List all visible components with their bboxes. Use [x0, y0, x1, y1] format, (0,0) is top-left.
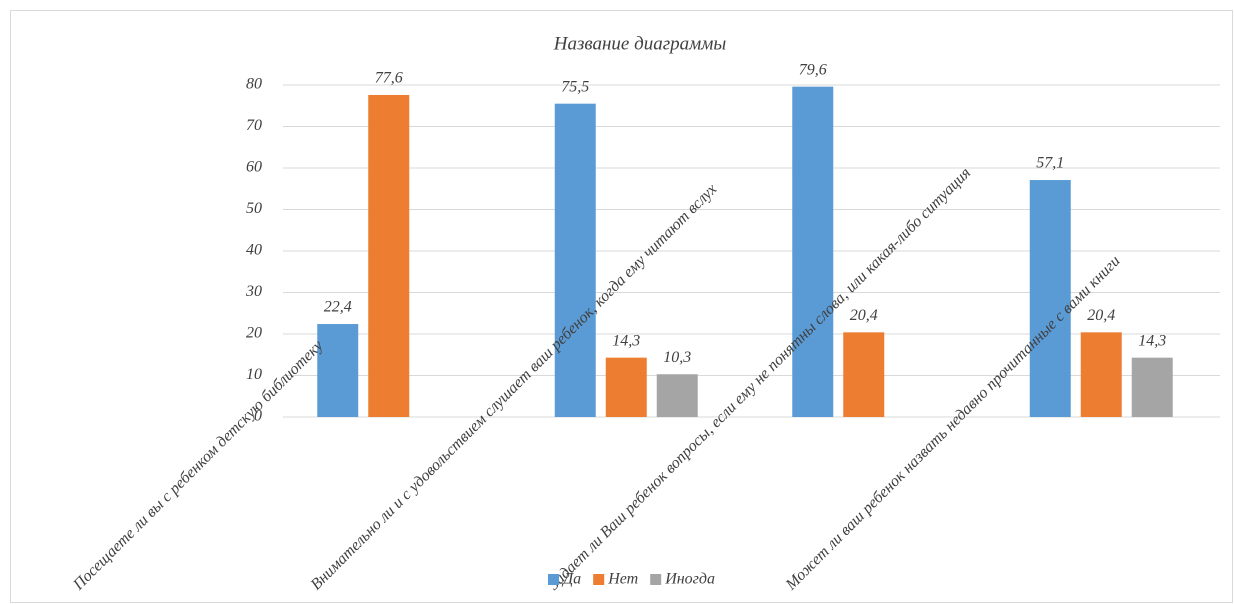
y-tick-label: 60: [246, 159, 262, 176]
data-label: 14,3: [612, 332, 640, 349]
chart-border: [10, 10, 1233, 603]
data-label: 10,3: [663, 349, 691, 366]
bar: [1131, 357, 1173, 417]
y-tick-label: 40: [246, 242, 262, 259]
y-tick-label: 20: [246, 325, 262, 342]
bar: [317, 324, 359, 417]
legend-swatch: [650, 574, 662, 585]
y-tick-label: 0: [254, 408, 262, 425]
y-tick-label: 30: [245, 283, 262, 300]
bar: [843, 332, 885, 417]
chart-title: Название диаграммы: [553, 33, 727, 54]
data-label: 20,4: [850, 307, 878, 324]
y-tick-label: 80: [246, 76, 262, 93]
bar: [1080, 332, 1122, 417]
bar: [554, 103, 596, 418]
legend-swatch: [548, 574, 559, 585]
legend-label: Да: [561, 571, 581, 588]
legend-label: Нет: [607, 571, 638, 588]
data-label: 77,6: [375, 70, 403, 87]
data-label: 14,3: [1138, 332, 1166, 349]
data-label: 22,4: [324, 299, 352, 316]
y-tick-label: 70: [246, 117, 262, 134]
bar: [656, 374, 698, 417]
bar: [792, 86, 834, 417]
bar: [605, 357, 647, 417]
legend-label: Иногда: [664, 571, 715, 588]
bar: [368, 94, 410, 418]
data-label: 57,1: [1036, 155, 1064, 172]
data-label: 79,6: [799, 61, 827, 78]
y-tick-label: 50: [246, 200, 262, 217]
y-tick-label: 10: [246, 366, 262, 383]
bar: [1029, 180, 1071, 417]
legend-swatch: [593, 574, 605, 585]
data-label: 20,4: [1087, 307, 1115, 324]
data-label: 75,5: [561, 78, 589, 95]
